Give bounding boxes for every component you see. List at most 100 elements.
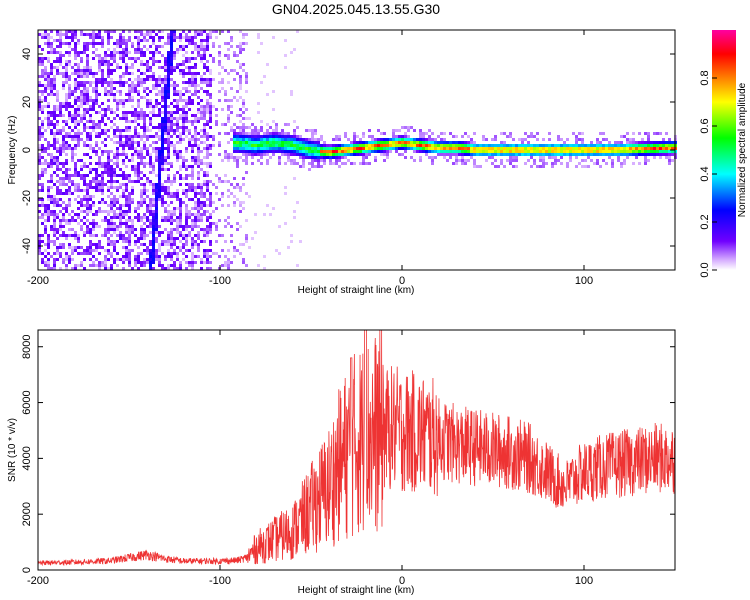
heatmap-cell — [71, 90, 74, 93]
heatmap-cell — [68, 96, 71, 99]
snr-x-tick-label: 100 — [575, 575, 593, 587]
heatmap-cell — [149, 180, 152, 183]
heatmap-cell — [350, 162, 353, 165]
heatmap-cell — [188, 183, 191, 186]
heatmap-cell — [575, 138, 578, 141]
heatmap-cell — [209, 81, 212, 84]
heatmap-cell — [179, 198, 182, 201]
heatmap-cell — [242, 159, 245, 162]
heatmap-cell — [431, 159, 434, 162]
heatmap-cell — [140, 171, 143, 174]
heatmap-cell — [152, 87, 155, 90]
heatmap-cell — [98, 162, 101, 165]
heatmap-cell — [131, 228, 134, 231]
heatmap-cell — [182, 252, 185, 255]
heatmap-cell — [359, 144, 362, 147]
heatmap-cell — [98, 240, 101, 243]
heatmap-cell — [233, 147, 236, 150]
heatmap-cell — [44, 150, 47, 153]
heatmap-cell — [374, 147, 377, 150]
heatmap-cell — [113, 48, 116, 51]
heatmap-cell — [647, 153, 650, 156]
heatmap-cell — [593, 147, 596, 150]
heatmap-cell — [53, 213, 56, 216]
heatmap-cell — [632, 162, 635, 165]
heatmap-cell — [164, 192, 167, 195]
heatmap-cell — [140, 126, 143, 129]
heatmap-cell — [113, 129, 116, 132]
heatmap-cell — [83, 267, 86, 270]
heatmap-cell — [158, 195, 161, 198]
heatmap-cell — [242, 42, 245, 45]
heatmap-cell — [74, 69, 77, 72]
heatmap-cell — [74, 132, 77, 135]
heatmap-cell — [98, 186, 101, 189]
heatmap-cell — [86, 228, 89, 231]
heatmap-cell — [197, 120, 200, 123]
heatmap-cell — [476, 153, 479, 156]
heatmap-cell — [371, 138, 374, 141]
heatmap-cell — [311, 150, 314, 153]
heatmap-cell — [485, 153, 488, 156]
heatmap-cell — [542, 165, 545, 168]
heatmap-cell — [107, 189, 110, 192]
heatmap-cell — [176, 102, 179, 105]
heatmap-cell — [242, 129, 245, 132]
heatmap-cell — [146, 147, 149, 150]
heatmap-cell — [92, 222, 95, 225]
heatmap-cell — [242, 69, 245, 72]
heatmap-cell — [635, 150, 638, 153]
heatmap-cell — [470, 147, 473, 150]
heatmap-cell — [80, 117, 83, 120]
heatmap-cell — [173, 228, 176, 231]
heatmap-cell — [89, 105, 92, 108]
heatmap-cell — [98, 225, 101, 228]
heatmap-cell — [155, 84, 158, 87]
heatmap-cell — [107, 42, 110, 45]
heatmap-cell — [209, 96, 212, 99]
heatmap-cell — [251, 138, 254, 141]
heatmap-cell — [185, 261, 188, 264]
heatmap-cell — [659, 153, 662, 156]
heatmap-cell — [110, 243, 113, 246]
heatmap-cell — [242, 123, 245, 126]
heatmap-cell — [206, 234, 209, 237]
heatmap-cell — [215, 36, 218, 39]
heatmap-cell — [593, 162, 596, 165]
heatmap-cell — [386, 147, 389, 150]
heatmap-cell — [188, 189, 191, 192]
heatmap-cell — [278, 132, 281, 135]
heatmap-cell — [125, 54, 128, 57]
heatmap-cell — [92, 36, 95, 39]
heatmap-cell — [59, 72, 62, 75]
heatmap-cell — [158, 264, 161, 267]
heatmap-cell — [161, 66, 164, 69]
heatmap-cell — [86, 195, 89, 198]
heatmap-cell — [143, 192, 146, 195]
heatmap-cell — [284, 54, 287, 57]
heatmap-cell — [161, 144, 164, 147]
heatmap-cell — [131, 147, 134, 150]
heatmap-cell — [209, 72, 212, 75]
heatmap-cell — [107, 219, 110, 222]
heatmap-cell — [431, 138, 434, 141]
heatmap-cell — [197, 45, 200, 48]
heatmap-cell — [170, 66, 173, 69]
heatmap-cell — [62, 75, 65, 78]
heatmap-cell — [311, 141, 314, 144]
heatmap-cell — [596, 162, 599, 165]
heatmap-cell — [77, 114, 80, 117]
heatmap-cell — [95, 135, 98, 138]
heatmap-cell — [209, 216, 212, 219]
heatmap-cell — [128, 93, 131, 96]
heatmap-cell — [290, 153, 293, 156]
heatmap-cell — [290, 51, 293, 54]
heatmap-cell — [164, 57, 167, 60]
heatmap-cell — [605, 144, 608, 147]
heatmap-cell — [86, 225, 89, 228]
heatmap-cell — [101, 36, 104, 39]
heatmap-cell — [215, 174, 218, 177]
heatmap-cell — [116, 258, 119, 261]
heatmap-cell — [230, 153, 233, 156]
heatmap-cell — [41, 189, 44, 192]
